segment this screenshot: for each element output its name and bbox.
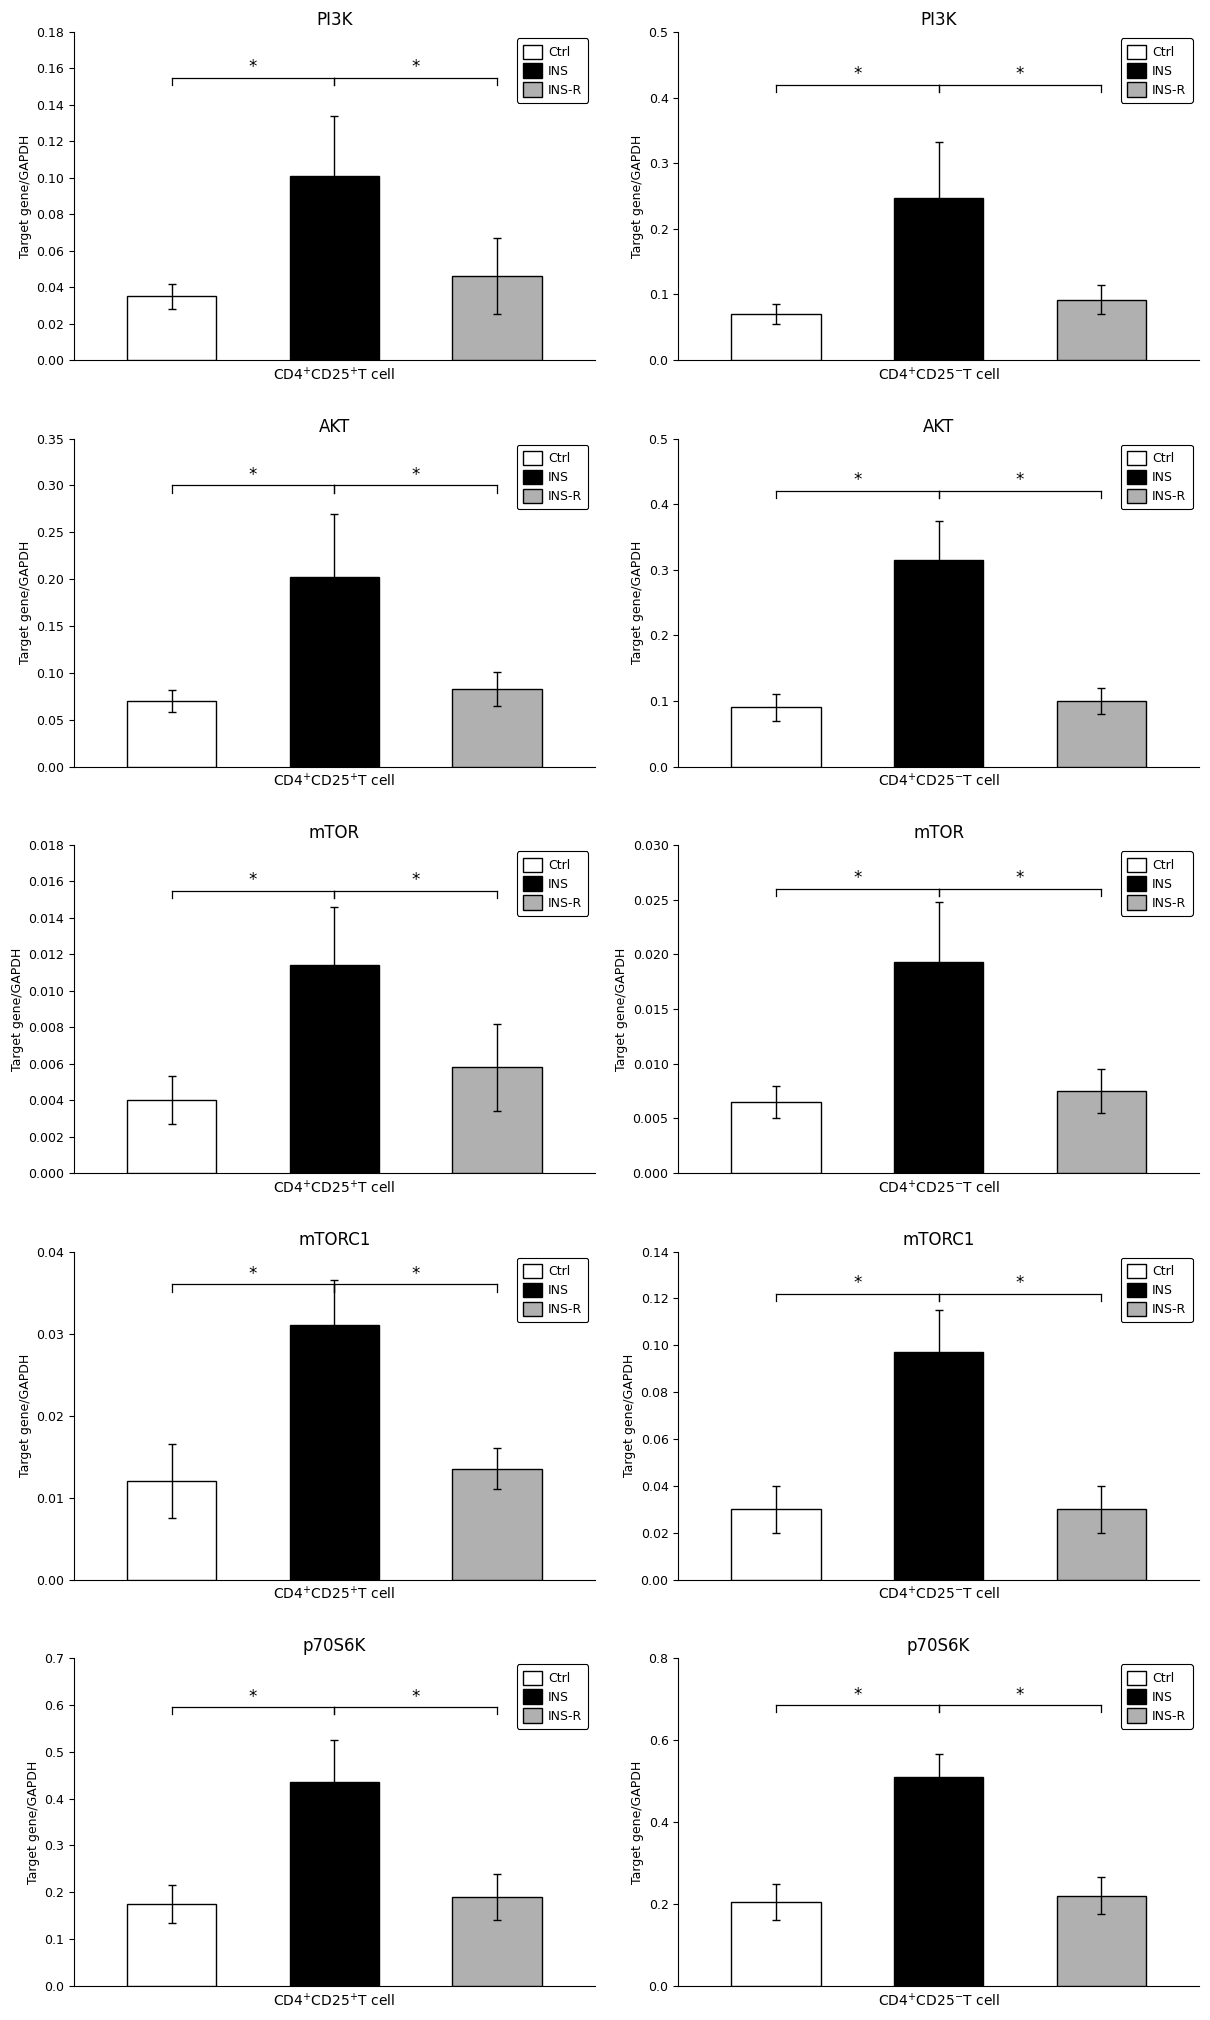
Title: mTORC1: mTORC1	[903, 1230, 975, 1248]
Title: PI3K: PI3K	[316, 12, 352, 28]
Y-axis label: Target gene/GAPDH: Target gene/GAPDH	[11, 947, 24, 1071]
Bar	[289, 176, 379, 360]
Title: mTOR: mTOR	[309, 824, 359, 842]
X-axis label: CD4$^{+}$CD25$^{+}$T cell: CD4$^{+}$CD25$^{+}$T cell	[273, 1178, 396, 1196]
Y-axis label: Target gene/GAPDH: Target gene/GAPDH	[632, 135, 645, 259]
Text: *: *	[411, 59, 420, 77]
Legend: Ctrl, INS, INS-R: Ctrl, INS, INS-R	[1120, 444, 1193, 509]
Bar	[731, 1509, 820, 1580]
Text: *: *	[249, 871, 258, 889]
Bar	[731, 1103, 820, 1174]
Bar	[289, 966, 379, 1174]
Bar	[289, 1325, 379, 1580]
Text: *: *	[249, 1265, 258, 1283]
Title: AKT: AKT	[318, 418, 350, 436]
Bar	[453, 1469, 542, 1580]
Title: PI3K: PI3K	[921, 12, 957, 28]
Text: *: *	[411, 1687, 420, 1705]
Bar	[894, 1351, 984, 1580]
Bar	[127, 701, 217, 766]
Bar	[894, 1778, 984, 1986]
Legend: Ctrl, INS, INS-R: Ctrl, INS, INS-R	[1120, 1258, 1193, 1323]
Bar	[1056, 701, 1146, 766]
Bar	[1056, 299, 1146, 360]
Y-axis label: Target gene/GAPDH: Target gene/GAPDH	[616, 947, 628, 1071]
Y-axis label: Target gene/GAPDH: Target gene/GAPDH	[623, 1353, 636, 1477]
Text: *: *	[1015, 65, 1024, 83]
Legend: Ctrl, INS, INS-R: Ctrl, INS, INS-R	[517, 1664, 588, 1729]
Title: AKT: AKT	[923, 418, 955, 436]
Text: *: *	[853, 1275, 862, 1293]
Bar	[453, 277, 542, 360]
Text: *: *	[249, 467, 258, 483]
Y-axis label: Target gene/GAPDH: Target gene/GAPDH	[19, 541, 33, 665]
X-axis label: CD4$^{+}$CD25$^{-}$T cell: CD4$^{+}$CD25$^{-}$T cell	[877, 1586, 999, 1602]
Legend: Ctrl, INS, INS-R: Ctrl, INS, INS-R	[1120, 1664, 1193, 1729]
Legend: Ctrl, INS, INS-R: Ctrl, INS, INS-R	[1120, 38, 1193, 103]
Title: p70S6K: p70S6K	[908, 1636, 970, 1654]
Text: *: *	[1015, 869, 1024, 887]
Text: *: *	[853, 869, 862, 887]
Bar	[894, 962, 984, 1174]
Bar	[453, 1067, 542, 1174]
Bar	[127, 1905, 217, 1986]
Bar	[127, 297, 217, 360]
Bar	[731, 707, 820, 766]
Bar	[453, 1897, 542, 1986]
Bar	[289, 578, 379, 766]
Bar	[127, 1101, 217, 1174]
Text: *: *	[853, 471, 862, 489]
Bar	[127, 1481, 217, 1580]
X-axis label: CD4$^{+}$CD25$^{+}$T cell: CD4$^{+}$CD25$^{+}$T cell	[273, 1992, 396, 2008]
Title: mTOR: mTOR	[914, 824, 964, 842]
Title: mTORC1: mTORC1	[298, 1230, 370, 1248]
Legend: Ctrl, INS, INS-R: Ctrl, INS, INS-R	[517, 850, 588, 915]
Text: *: *	[1015, 1685, 1024, 1703]
Text: *: *	[249, 1687, 258, 1705]
Bar	[894, 198, 984, 360]
Y-axis label: Target gene/GAPDH: Target gene/GAPDH	[19, 135, 33, 259]
Legend: Ctrl, INS, INS-R: Ctrl, INS, INS-R	[517, 444, 588, 509]
Bar	[731, 1903, 820, 1986]
Legend: Ctrl, INS, INS-R: Ctrl, INS, INS-R	[517, 38, 588, 103]
X-axis label: CD4$^{+}$CD25$^{-}$T cell: CD4$^{+}$CD25$^{-}$T cell	[877, 1992, 999, 2008]
Title: p70S6K: p70S6K	[302, 1636, 365, 1654]
X-axis label: CD4$^{+}$CD25$^{-}$T cell: CD4$^{+}$CD25$^{-}$T cell	[877, 1178, 999, 1196]
Legend: Ctrl, INS, INS-R: Ctrl, INS, INS-R	[1120, 850, 1193, 915]
Text: *: *	[411, 467, 420, 483]
Text: *: *	[411, 871, 420, 889]
Y-axis label: Target gene/GAPDH: Target gene/GAPDH	[632, 1759, 645, 1885]
Bar	[1056, 1091, 1146, 1174]
Bar	[894, 560, 984, 766]
Text: *: *	[1015, 471, 1024, 489]
Bar	[1056, 1509, 1146, 1580]
X-axis label: CD4$^{+}$CD25$^{-}$T cell: CD4$^{+}$CD25$^{-}$T cell	[877, 366, 999, 384]
X-axis label: CD4$^{+}$CD25$^{-}$T cell: CD4$^{+}$CD25$^{-}$T cell	[877, 772, 999, 790]
Text: *: *	[411, 1265, 420, 1283]
Y-axis label: Target gene/GAPDH: Target gene/GAPDH	[19, 1353, 33, 1477]
Bar	[289, 1782, 379, 1986]
Text: *: *	[853, 65, 862, 83]
Bar	[731, 315, 820, 360]
X-axis label: CD4$^{+}$CD25$^{+}$T cell: CD4$^{+}$CD25$^{+}$T cell	[273, 1586, 396, 1602]
Y-axis label: Target gene/GAPDH: Target gene/GAPDH	[632, 541, 645, 665]
Bar	[1056, 1897, 1146, 1986]
Text: *: *	[853, 1685, 862, 1703]
X-axis label: CD4$^{+}$CD25$^{+}$T cell: CD4$^{+}$CD25$^{+}$T cell	[273, 366, 396, 384]
X-axis label: CD4$^{+}$CD25$^{+}$T cell: CD4$^{+}$CD25$^{+}$T cell	[273, 772, 396, 790]
Text: *: *	[1015, 1275, 1024, 1293]
Y-axis label: Target gene/GAPDH: Target gene/GAPDH	[27, 1759, 40, 1885]
Text: *: *	[249, 59, 258, 77]
Legend: Ctrl, INS, INS-R: Ctrl, INS, INS-R	[517, 1258, 588, 1323]
Bar	[453, 689, 542, 766]
